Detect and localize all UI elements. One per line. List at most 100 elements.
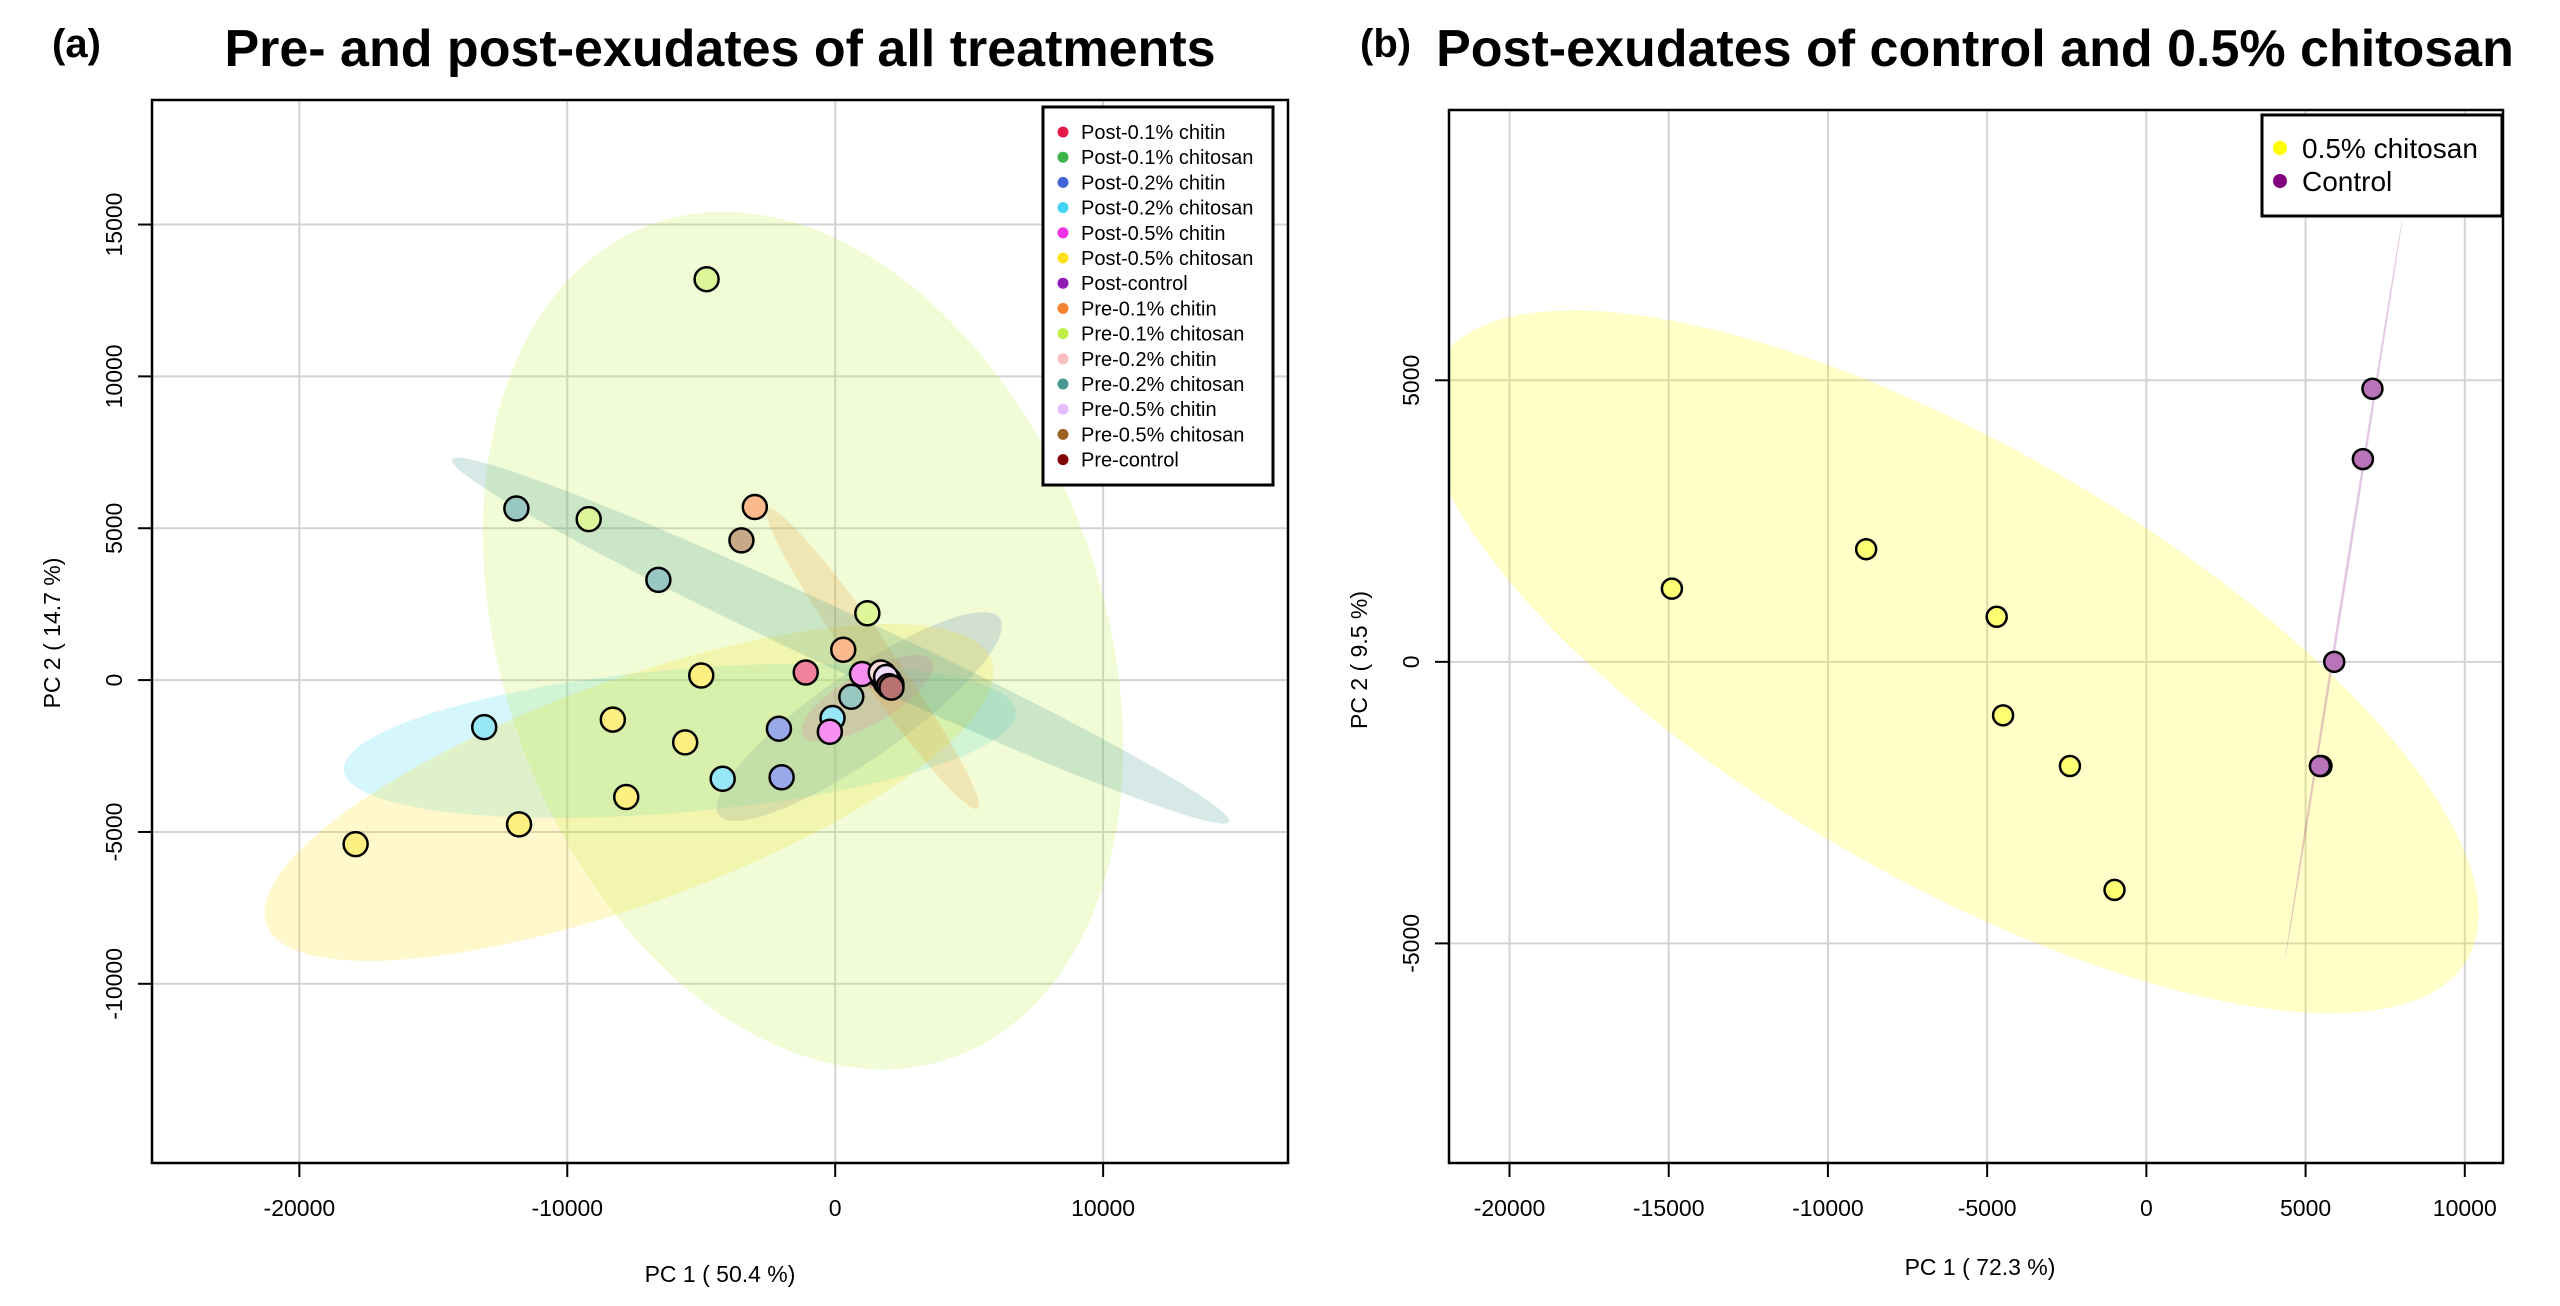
y-tick-label: 10000 bbox=[101, 344, 127, 408]
x-tick-label: -15000 bbox=[1633, 1195, 1705, 1221]
y-tick-label: 15000 bbox=[101, 193, 127, 257]
data-point-0-5-chitosan bbox=[1854, 537, 1878, 561]
panel-b-label: (b) bbox=[1360, 22, 1411, 66]
data-point-pre-0-2-chitosan bbox=[838, 683, 865, 711]
x-tick-label: -20000 bbox=[264, 1195, 336, 1221]
y-tick-label: -5000 bbox=[1398, 914, 1424, 973]
data-point-post-0-5-chitosan bbox=[687, 662, 715, 689]
legend-marker bbox=[1057, 353, 1069, 365]
x-tick-label: 10000 bbox=[2433, 1195, 2497, 1221]
x-tick-label: -10000 bbox=[1792, 1195, 1864, 1221]
legend-label: Pre-0.2% chitin bbox=[1081, 349, 1217, 371]
panel-b: (b) Post-exudates of control and 0.5% ch… bbox=[1346, 20, 2514, 1280]
data-point-pre-0-1-chitosan bbox=[693, 265, 720, 293]
legend-label: 0.5% chitosan bbox=[2302, 133, 2478, 164]
panel-b-title: Post-exudates of control and 0.5% chitos… bbox=[1436, 20, 2514, 78]
legend-marker bbox=[1057, 428, 1069, 440]
y-tick-label: 5000 bbox=[101, 503, 127, 554]
y-tick-label: 5000 bbox=[1398, 355, 1424, 406]
data-point-pre-0-1-chitin bbox=[829, 636, 857, 663]
legend-marker bbox=[1057, 126, 1069, 138]
panel-a-y-axis-label: PC 2 ( 14.7 %) bbox=[39, 558, 65, 709]
legend-label: Pre-control bbox=[1081, 450, 1179, 472]
confidence-ellipse-pre-0-1-chitin bbox=[766, 508, 979, 810]
y-tick-label: -5000 bbox=[101, 803, 127, 862]
data-point-post-0-5-chitosan bbox=[599, 706, 627, 733]
legend-marker bbox=[1057, 227, 1069, 239]
data-point-post-0-5-chitosan bbox=[505, 811, 533, 838]
panel-a: (a) Pre- and post-exudates of all treatm… bbox=[39, 20, 1290, 1287]
data-point-control bbox=[2308, 754, 2332, 778]
data-point-post-0-5-chitin bbox=[816, 718, 844, 745]
data-point-post-0-5-chitosan bbox=[342, 830, 369, 858]
data-point-pre-0-1-chitosan bbox=[575, 505, 602, 533]
legend-label: Pre-0.1% chitin bbox=[1081, 298, 1217, 320]
x-tick-label: -20000 bbox=[1474, 1195, 1546, 1221]
data-point-post-0-5-chitosan bbox=[612, 783, 640, 811]
data-point-post-0-5-chitosan bbox=[671, 729, 699, 756]
data-point-pre-0-1-chitin bbox=[741, 493, 769, 521]
data-point-post-0-2-chitosan bbox=[470, 713, 498, 741]
data-point-post-0-1-chitin bbox=[792, 659, 819, 686]
data-point-pre-0-2-chitosan bbox=[645, 566, 672, 594]
x-tick-label: 5000 bbox=[2280, 1195, 2331, 1221]
data-point-pre-0-1-chitosan bbox=[854, 600, 881, 627]
legend-marker bbox=[1057, 403, 1069, 415]
legend-label: Post-0.1% chitosan bbox=[1081, 147, 1253, 169]
panel-b-x-axis-label: PC 1 ( 72.3 %) bbox=[1905, 1254, 2056, 1280]
legend-marker bbox=[1057, 378, 1069, 390]
legend-marker bbox=[1057, 202, 1069, 214]
legend-marker bbox=[1057, 277, 1069, 289]
data-point-0-5-chitosan bbox=[1991, 704, 2015, 727]
legend-label: Post-control bbox=[1081, 273, 1188, 295]
x-tick-label: 0 bbox=[2140, 1195, 2153, 1221]
data-point-control bbox=[2351, 447, 2375, 471]
data-point-control bbox=[2361, 377, 2384, 400]
legend-label: Pre-0.2% chitosan bbox=[1081, 374, 1244, 396]
panel-b-y-axis-label: PC 2 ( 9.5 %) bbox=[1346, 591, 1372, 729]
legend-marker bbox=[2273, 141, 2287, 155]
data-point-pre-control bbox=[878, 674, 905, 701]
y-tick-label: -10000 bbox=[101, 948, 127, 1020]
legend-marker bbox=[1057, 328, 1069, 340]
legend-marker bbox=[1057, 252, 1069, 264]
confidence-ellipse-pre-0-1-chitosan bbox=[482, 211, 1124, 1070]
legend-label: Post-0.5% chitin bbox=[1081, 223, 1226, 245]
data-point-pre-0-5-chitosan bbox=[728, 527, 755, 554]
y-tick-label: 0 bbox=[1398, 655, 1424, 668]
panel-a-x-axis-label: PC 1 ( 50.4 %) bbox=[645, 1261, 796, 1287]
panel-a-title: Pre- and post-exudates of all treatments bbox=[224, 20, 1215, 78]
legend-marker bbox=[2273, 174, 2287, 188]
panel-a-legend-box bbox=[1041, 105, 1275, 487]
data-point-0-5-chitosan bbox=[1985, 605, 2008, 629]
data-point-post-0-2-chitin bbox=[765, 715, 793, 742]
legend-label: Pre-0.5% chitin bbox=[1081, 399, 1217, 421]
confidence-ellipse-0-5-chitosan bbox=[1449, 310, 2479, 1014]
data-point-post-0-2-chitin bbox=[768, 764, 795, 791]
panel-b-legend-box bbox=[2260, 113, 2504, 218]
legend-marker bbox=[1057, 454, 1069, 466]
data-point-0-5-chitosan bbox=[2058, 754, 2082, 778]
x-tick-label: -5000 bbox=[1958, 1195, 2017, 1221]
y-tick-label: 0 bbox=[101, 674, 127, 687]
legend-label: Pre-0.1% chitosan bbox=[1081, 324, 1244, 346]
panel-a-points bbox=[342, 265, 905, 858]
data-point-0-5-chitosan bbox=[1660, 577, 1684, 600]
x-tick-label: 10000 bbox=[1071, 1195, 1135, 1221]
legend-label: Post-0.5% chitosan bbox=[1081, 248, 1253, 270]
legend-marker bbox=[1057, 176, 1069, 188]
panel-b-plot-frame bbox=[1447, 108, 2505, 1165]
legend-label: Control bbox=[2302, 166, 2392, 197]
panel-b-y-axis: -5000 0 5000 bbox=[1398, 355, 1449, 973]
legend-label: Post-0.1% chitin bbox=[1081, 122, 1226, 144]
legend-label: Post-0.2% chitosan bbox=[1081, 198, 1253, 220]
panel-b-points bbox=[1660, 377, 2384, 902]
panel-a-legend: Post-0.1% chitin Post-0.1% chitosan Post-0… bbox=[1041, 105, 1275, 487]
legend-label: Pre-0.5% chitosan bbox=[1081, 424, 1244, 446]
data-point-post-0-2-chitosan bbox=[709, 765, 736, 793]
legend-marker bbox=[1057, 151, 1069, 163]
data-point-control bbox=[2322, 650, 2346, 674]
data-point-pre-0-2-chitosan bbox=[503, 495, 530, 522]
